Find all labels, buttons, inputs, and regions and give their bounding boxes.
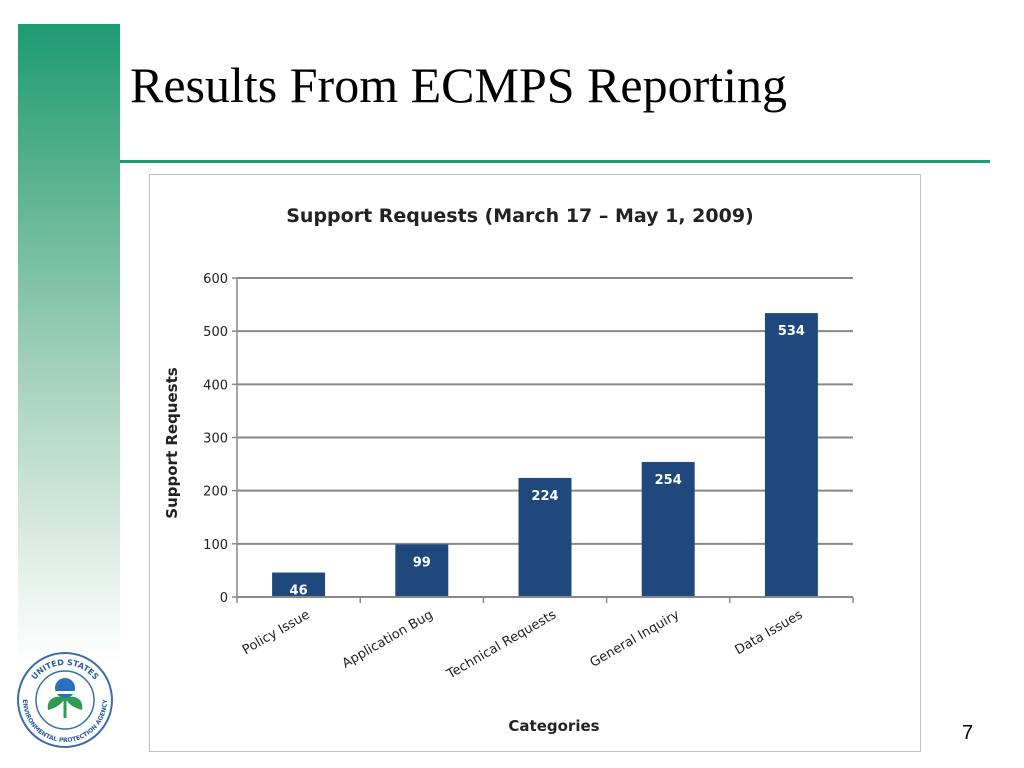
- epa-seal-icon: UNITED STATES ENVIRONMENTAL PROTECTION A…: [17, 652, 113, 748]
- y-tick-label: 200: [203, 485, 228, 500]
- side-accent-bar: [18, 24, 120, 664]
- y-tick-label: 400: [203, 378, 228, 393]
- bar-chart: Support Requests (March 17 – May 1, 2009…: [163, 205, 854, 735]
- data-label: 254: [655, 473, 682, 488]
- y-tick-label: 500: [203, 325, 228, 340]
- y-tick-label: 600: [203, 272, 228, 287]
- bar: [395, 544, 449, 597]
- category-label: General Inquiry: [588, 607, 683, 670]
- y-tick-label: 0: [220, 591, 228, 606]
- bar: [764, 313, 818, 597]
- x-axis-title: Categories: [508, 717, 599, 735]
- bar: [641, 461, 695, 597]
- y-axis-title: Support Requests: [163, 367, 181, 518]
- title-divider: [120, 160, 990, 163]
- chart-frame: Support Requests (March 17 – May 1, 2009…: [149, 174, 921, 752]
- data-label: 46: [290, 584, 308, 599]
- category-label: Technical Requests: [444, 607, 559, 682]
- data-label: 534: [778, 324, 805, 339]
- axes: 0 100 200 300 400 500 600 Policy Issue Applicati…: [203, 272, 854, 683]
- category-label: Policy Issue: [240, 607, 313, 658]
- category-label: Data Issues: [732, 607, 805, 658]
- bars: 46 99 224 254 534: [272, 313, 818, 599]
- chart-title: Support Requests (March 17 – May 1, 2009…: [286, 205, 754, 227]
- slide-title: Results From ECMPS Reporting: [130, 57, 788, 113]
- data-label: 224: [531, 489, 558, 504]
- bar: [272, 572, 326, 597]
- category-label: Application Bug: [340, 607, 436, 671]
- gridlines: [237, 277, 853, 545]
- y-tick-label: 100: [203, 538, 228, 553]
- data-label: 99: [413, 555, 431, 570]
- bar: [518, 477, 572, 597]
- page-number: 7: [962, 722, 974, 744]
- y-tick-label: 300: [203, 432, 228, 447]
